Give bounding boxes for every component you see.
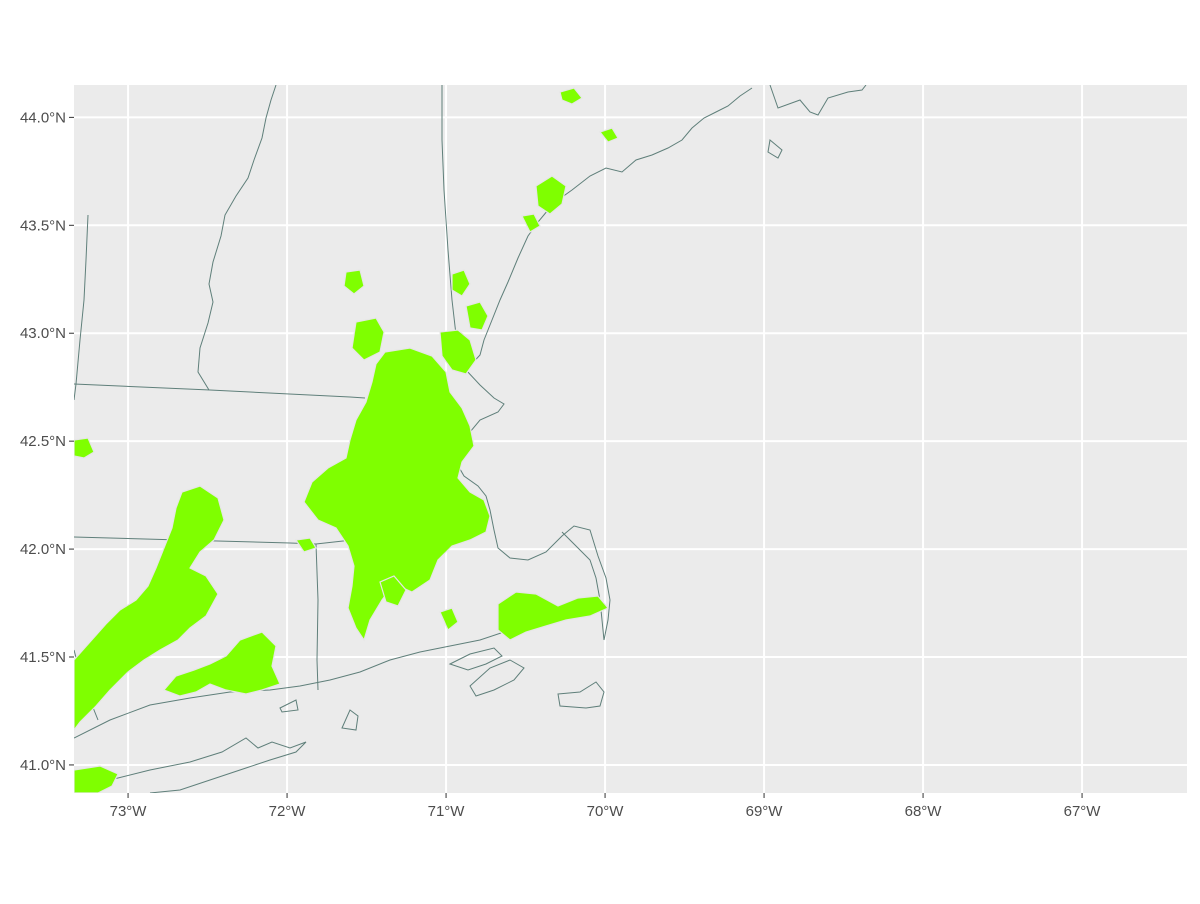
- lat-tick-label: 42.5°N: [20, 433, 66, 450]
- lon-tick-label: 71°W: [428, 803, 466, 820]
- lat-tick-label: 42.0°N: [20, 541, 66, 558]
- coast-block-island: [341, 709, 359, 731]
- lon-axis: 73°W 72°W 71°W 70°W 69°W 68°W 67°W: [110, 793, 1102, 820]
- lat-tick-label: 41.0°N: [20, 757, 66, 774]
- lon-tick-label: 68°W: [905, 803, 943, 820]
- urban-small-10: [439, 607, 459, 631]
- coast-downeast: [769, 85, 867, 116]
- boundary-ma-north: [74, 383, 366, 399]
- boundary-ct-ri: [315, 543, 319, 691]
- lon-tick-label: 72°W: [269, 803, 307, 820]
- lon-tick-label: 73°W: [110, 803, 148, 820]
- boundary-vt-nh: [197, 85, 277, 391]
- lon-tick-label: 69°W: [746, 803, 784, 820]
- urban-ny-west: [74, 765, 119, 793]
- boundary-ma-south: [74, 536, 353, 545]
- coast-cape-cod-arm: [561, 531, 605, 641]
- urban-small-4: [559, 87, 583, 105]
- lon-tick-label: 70°W: [587, 803, 625, 820]
- urban-portland-me: [535, 175, 567, 215]
- urban-small-3: [451, 269, 471, 297]
- urban-small-7: [74, 437, 95, 459]
- urban-small-8: [294, 537, 317, 553]
- urban-portsmouth: [439, 329, 477, 375]
- coast-island-grand-manan: [767, 139, 783, 159]
- urban-small-2: [343, 269, 365, 295]
- urban-small-1: [465, 301, 489, 331]
- map-layers: [74, 85, 867, 793]
- coast-long-island: [74, 737, 307, 793]
- urban-small-9: [379, 575, 407, 607]
- lat-tick-label: 44.0°N: [20, 109, 66, 126]
- coast-massachusetts: [455, 369, 611, 641]
- coast-nantucket: [557, 681, 605, 709]
- lat-axis: 44.0°N 43.5°N 43.0°N 42.5°N 42.0°N 41.5°N 41.0…: [20, 109, 74, 774]
- lon-tick-label: 67°W: [1064, 803, 1102, 820]
- boundary-ny-vt: [74, 214, 89, 401]
- urban-manchester-nh: [351, 317, 385, 361]
- lat-tick-label: 41.5°N: [20, 649, 66, 666]
- coast-fishers-island: [279, 699, 299, 713]
- urban-areas: [74, 87, 619, 793]
- urban-worcester-springfield: [74, 485, 225, 731]
- coast-marthas-vineyard: [448, 647, 503, 671]
- coast-elizabeth-islands: [469, 659, 525, 697]
- urban-small-5: [598, 127, 619, 143]
- urban-hartford-nh: [162, 631, 281, 697]
- lat-tick-label: 43.0°N: [20, 325, 66, 342]
- urban-providence-cape: [497, 591, 609, 641]
- coastlines: [74, 85, 867, 793]
- lat-tick-label: 43.5°N: [20, 217, 66, 234]
- urban-small-6: [521, 213, 541, 233]
- coast-maine: [467, 87, 753, 369]
